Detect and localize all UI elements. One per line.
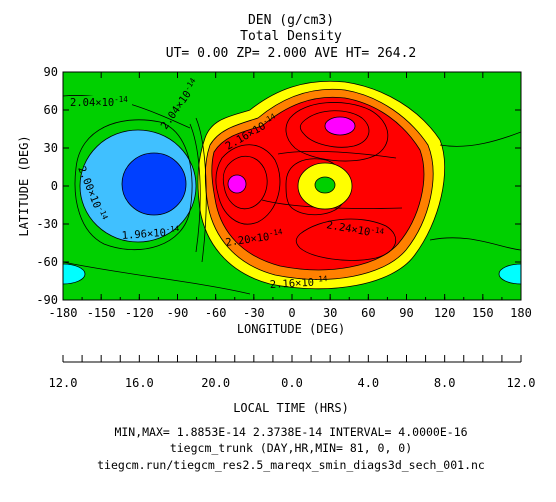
blue-minimum-core (121, 152, 187, 216)
lt-tick-label: 8.0 (434, 376, 456, 390)
plot-title: DEN (g/cm3) (248, 13, 334, 28)
local-time-label: LOCAL TIME (HRS) (233, 401, 349, 415)
plot-subtitle: Total Density (240, 29, 342, 44)
y-axis: 90 60 30 0 -30 -60 -90 (36, 65, 521, 307)
y-tick-label: 0 (51, 179, 58, 193)
lt-tick-label: 4.0 (357, 376, 379, 390)
contour-field (63, 72, 521, 300)
contour-line-inner-2 (222, 155, 268, 210)
contour-line-east-green (429, 131, 521, 251)
contour-label: 2.16×10-14 (269, 274, 328, 291)
contour-line-south-green (63, 261, 251, 295)
y-axis-label: LATITUDE (DEG) (17, 135, 31, 236)
x-tick-label: -60 (205, 306, 227, 320)
y-tick-label: -90 (36, 293, 58, 307)
lt-tick-label: 16.0 (125, 376, 154, 390)
x-tick-label: 90 (399, 306, 413, 320)
y-tick-label: -60 (36, 255, 58, 269)
x-tick-label: 120 (434, 306, 456, 320)
contour-label-bg (68, 96, 132, 108)
contour-label: 1.96×10-14 (121, 224, 180, 242)
y-tick-label: 60 (44, 103, 58, 117)
lt-tick-label: 12.0 (49, 376, 78, 390)
x-tick-label: 180 (510, 306, 532, 320)
cyan-corner-se (498, 263, 521, 285)
x-axis: -180 -150 -120 -90 -60 -30 0 30 60 90 120 150 180 (49, 72, 532, 320)
x-tick-label: 0 (288, 306, 295, 320)
contour-label: 2.04×10-14 (70, 95, 128, 109)
x-tick-label: -30 (243, 306, 265, 320)
x-tick-label: 60 (361, 306, 375, 320)
local-time-axis: 12.0 16.0 20.0 0.0 4.0 8.0 12.0 (49, 355, 536, 390)
lt-tick-label: 12.0 (507, 376, 536, 390)
x-tick-label: -120 (125, 306, 154, 320)
y-tick-label: 30 (44, 141, 58, 155)
contour-line-inner-1 (215, 144, 281, 225)
contour-line-south (295, 218, 397, 261)
x-axis-label: LONGITUDE (DEG) (237, 322, 345, 336)
x-tick-label: 30 (323, 306, 337, 320)
footer-model: tiegcm_trunk (DAY,HR,MIN= 81, 0, 0) (170, 441, 412, 455)
green-local-minimum-core (314, 176, 336, 194)
x-tick-label: 150 (472, 306, 494, 320)
magenta-maximum-west (227, 174, 247, 194)
x-tick-label: -150 (87, 306, 116, 320)
lt-tick-label: 0.0 (281, 376, 303, 390)
contour-line-north-2 (299, 110, 370, 148)
x-tick-label: -180 (49, 306, 78, 320)
lt-tick-label: 20.0 (201, 376, 230, 390)
y-tick-label: 90 (44, 65, 58, 79)
footer-minmax: MIN,MAX= 1.8853E-14 2.3738E-14 INTERVAL=… (114, 425, 467, 439)
magenta-maximum-north (324, 116, 356, 136)
y-tick-label: -30 (36, 217, 58, 231)
cyan-outer-contour (74, 119, 193, 251)
x-tick-label: -90 (167, 306, 189, 320)
plot-params: UT= 0.00 ZP= 2.000 AVE HT= 264.2 (166, 46, 416, 61)
footer-file: tiegcm.run/tiegcm_res2.5_mareqx_smin_dia… (97, 458, 485, 472)
contour-line-north-1 (285, 102, 389, 162)
cyan-corner-sw (63, 263, 86, 285)
contour-line-west-ridge (189, 117, 207, 263)
